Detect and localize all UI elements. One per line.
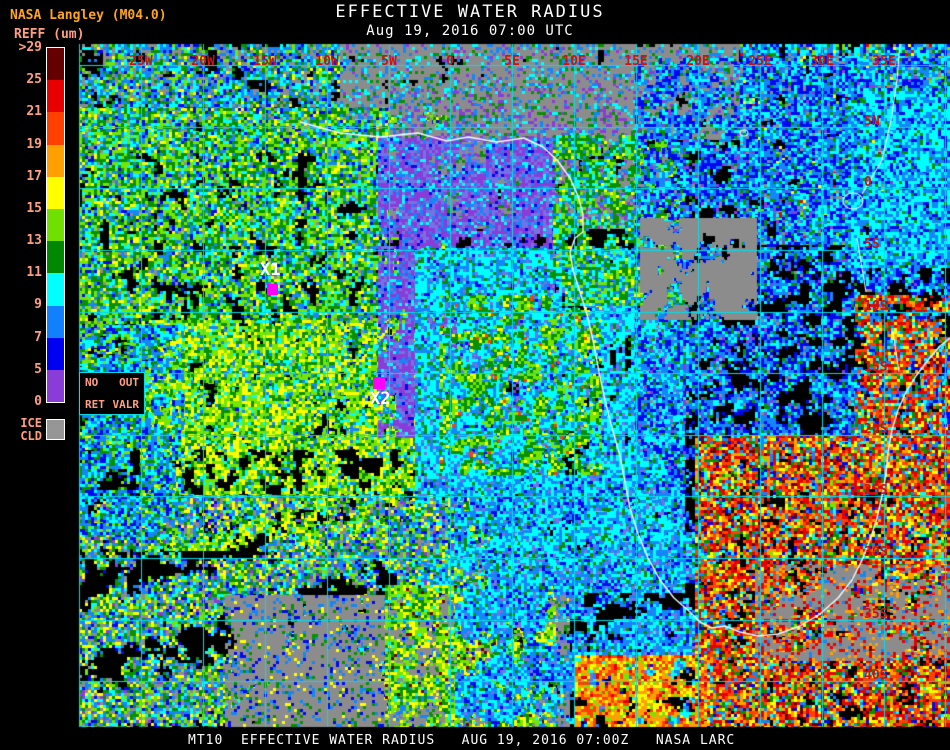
lon-label: 5E <box>504 54 520 69</box>
lat-label: 40S <box>864 668 888 683</box>
lat-label: 25S <box>864 483 888 498</box>
marker-square <box>267 284 278 295</box>
marker-label: X1 <box>260 260 281 280</box>
lat-label: 30S <box>864 545 888 560</box>
flag-no: NO <box>85 376 99 389</box>
lon-label: 10W <box>315 54 339 69</box>
retrieval-flag-box: NO OUT RET VALR <box>79 372 145 415</box>
title-block: EFFECTIVE WATER RADIUS Aug 19, 2016 07:0… <box>0 2 940 39</box>
lat-label: 5S <box>864 237 880 252</box>
lon-label: 0 <box>446 54 454 69</box>
lon-label: 5W <box>381 54 397 69</box>
colorbar <box>46 47 65 403</box>
flag-out: OUT <box>119 376 139 389</box>
marker-square <box>373 377 385 389</box>
colorbar-tick: 7 <box>34 329 42 345</box>
lon-label: 20W <box>191 54 215 69</box>
colorbar-segment <box>47 273 64 306</box>
colorbar-segment <box>47 305 64 338</box>
lon-label: 25E <box>748 54 772 69</box>
lon-label: 10E <box>562 54 586 69</box>
ice-label-line2: CLD <box>20 429 42 443</box>
flag-valr: VALR <box>112 398 140 411</box>
colorbar-segment <box>47 337 64 370</box>
colorbar-segment <box>47 176 64 209</box>
colorbar-segment <box>47 369 64 403</box>
ice-label-line1: ICE <box>20 416 42 430</box>
lat-label: 0 <box>864 175 872 190</box>
lat-label: 10S <box>864 299 888 314</box>
colorbar-segment <box>47 241 64 274</box>
colorbar-tick: >29 <box>18 40 42 55</box>
colorbar-tick: 25 <box>26 72 42 88</box>
legend-title: REFF (um) <box>14 27 85 42</box>
colorbar-tick: 11 <box>26 265 42 281</box>
colorbar-tick: 5 <box>34 361 42 377</box>
lon-label: 30E <box>810 54 834 69</box>
page-subtitle: Aug 19, 2016 07:00 UTC <box>366 23 574 39</box>
colorbar-tick: 13 <box>26 233 42 249</box>
colorbar-segment <box>47 112 64 145</box>
lon-label: 15W <box>253 54 277 69</box>
lon-label: 25W <box>129 54 153 69</box>
colorbar-tick: 21 <box>26 104 42 120</box>
credit-label: NASA Langley (M04.0) <box>10 8 167 23</box>
colorbar-segment <box>47 208 64 242</box>
lon-label: 35E <box>872 54 896 69</box>
flag-ret: RET <box>85 398 105 411</box>
colorbar-segment <box>47 80 64 113</box>
lat-label: 35S <box>864 607 888 622</box>
ice-cloud-swatch <box>46 419 65 440</box>
colorbar-segment <box>47 144 64 177</box>
colorbar-tick: 9 <box>34 297 42 313</box>
lat-label: 20S <box>864 422 888 437</box>
colorbar-segment <box>47 48 64 81</box>
lon-label: 15E <box>624 54 648 69</box>
lat-label: 5N <box>864 114 880 129</box>
page-title: EFFECTIVE WATER RADIUS <box>335 2 605 22</box>
colorbar-tick: 19 <box>26 136 42 152</box>
marker-label: X2 <box>370 389 391 409</box>
lon-label: 20E <box>686 54 710 69</box>
footer-caption: MT10 EFFECTIVE WATER RADIUS AUG 19, 2016… <box>188 733 736 748</box>
lat-label: 15S <box>864 360 888 375</box>
colorbar-tick: 17 <box>26 168 42 184</box>
colorbar-tick: 0 <box>34 394 42 409</box>
colorbar-tick: 15 <box>26 200 42 216</box>
